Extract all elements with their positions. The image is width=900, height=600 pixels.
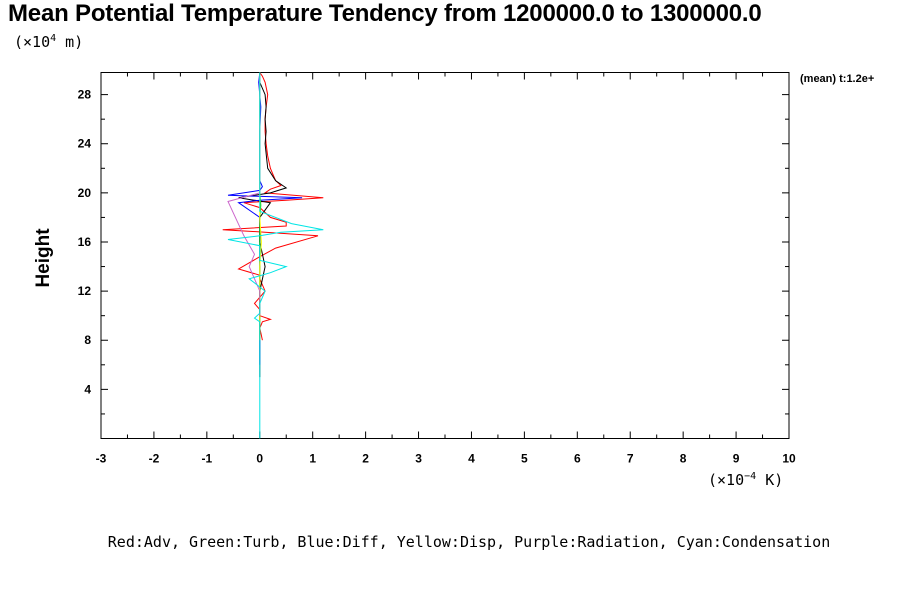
y-tick-label: 16 bbox=[78, 235, 92, 249]
x-tick-label: 3 bbox=[415, 452, 422, 466]
legend-caption: Red:Adv, Green:Turb, Blue:Diff, Yellow:D… bbox=[107, 533, 831, 551]
x-tick-label: 6 bbox=[574, 452, 581, 466]
y-tick-label: 20 bbox=[78, 186, 92, 200]
x-tick-label: -2 bbox=[149, 452, 160, 466]
legend-note: (mean) t:1.2e+ bbox=[800, 73, 875, 85]
series-line-2 bbox=[238, 72, 288, 378]
x-tick-label: 1 bbox=[309, 452, 316, 466]
y-tick-label: 12 bbox=[78, 284, 92, 298]
y-tick-labels: 4 8 12 16 20 24 28 bbox=[78, 88, 92, 397]
series-line-7 bbox=[227, 72, 324, 439]
x-axis-unit-label: (×10−4 K) bbox=[708, 471, 784, 489]
y-tick-label: 28 bbox=[78, 88, 92, 102]
x-tick-label: -3 bbox=[96, 452, 107, 466]
x-tick-labels: -3 -2 -1 0 1 2 3 4 5 6 7 8 9 10 bbox=[96, 452, 796, 466]
x-tick-label: 7 bbox=[627, 452, 634, 466]
chart-title: Mean Potential Temperature Tendency from… bbox=[8, 0, 762, 27]
y-axis-unit-label: (×104 m) bbox=[14, 33, 84, 51]
x-tick-label: 0 bbox=[256, 452, 263, 466]
x-tick-label: 9 bbox=[733, 452, 740, 466]
x-tick-label: 4 bbox=[468, 452, 475, 466]
y-tick-label: 8 bbox=[84, 333, 91, 347]
plot-frame bbox=[100, 72, 790, 439]
x-tick-label: 8 bbox=[680, 452, 687, 466]
series-line-1 bbox=[222, 72, 324, 341]
axis-ticks bbox=[100, 72, 790, 439]
y-tick-label: 4 bbox=[84, 382, 91, 396]
x-tick-label: 2 bbox=[362, 452, 369, 466]
x-tick-label: 10 bbox=[782, 452, 796, 466]
y-tick-label: 24 bbox=[78, 137, 92, 151]
x-tick-label: -1 bbox=[202, 452, 213, 466]
x-tick-label: 5 bbox=[521, 452, 528, 466]
series-lines bbox=[222, 72, 324, 439]
